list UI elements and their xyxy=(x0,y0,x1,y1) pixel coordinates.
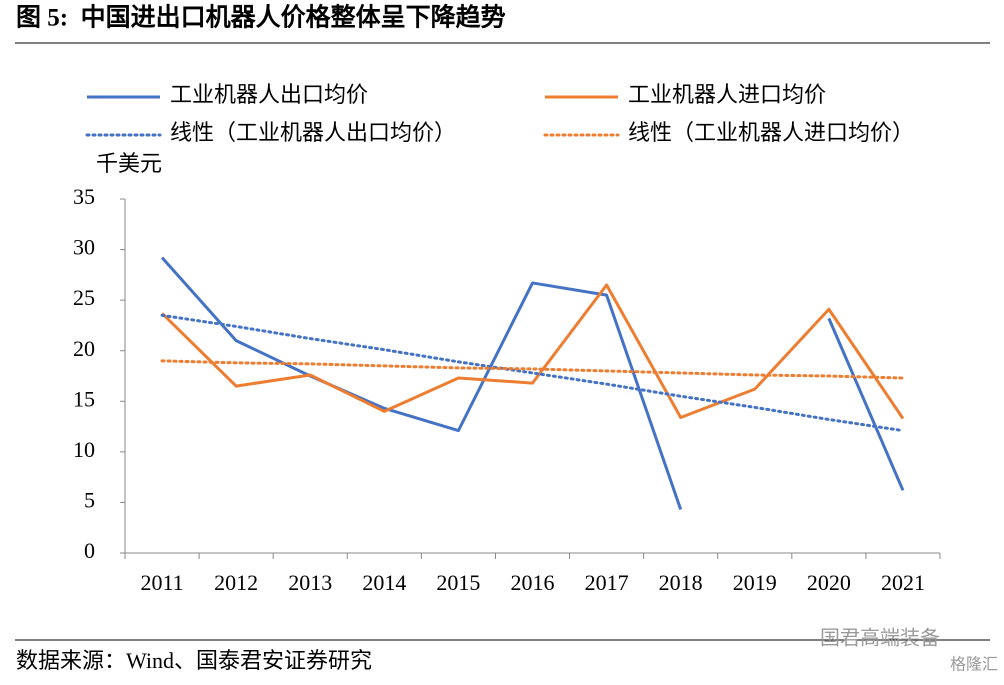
y-tick-label: 15 xyxy=(73,386,95,411)
line-series xyxy=(160,256,905,510)
x-tick-label: 2018 xyxy=(659,570,703,595)
legend-label: 工业机器人出口均价 xyxy=(170,82,368,107)
y-tick-label: 35 xyxy=(73,184,95,209)
y-axis-label: 千美元 xyxy=(96,151,162,176)
y-tick-label: 0 xyxy=(84,538,95,563)
y-tick-label: 5 xyxy=(84,487,95,512)
y-tick-label: 10 xyxy=(73,437,95,462)
y-tick-label: 20 xyxy=(73,336,95,361)
legend-label: 线性（工业机器人进口均价） xyxy=(628,120,914,145)
y-tick-label: 25 xyxy=(73,285,95,310)
x-tick-label: 2012 xyxy=(214,570,258,595)
x-tick-label: 2011 xyxy=(140,570,183,595)
line-series xyxy=(160,359,905,380)
x-tick-label: 2017 xyxy=(585,570,629,595)
legend-label: 线性（工业机器人出口均价） xyxy=(170,120,456,145)
legend-label: 工业机器人进口均价 xyxy=(628,82,826,107)
watermark: 格隆汇 xyxy=(950,656,998,674)
x-tick-label: 2016 xyxy=(511,570,555,595)
source: 数据来源：Wind、国泰君安证券研究 xyxy=(16,648,372,673)
x-tick-label: 2014 xyxy=(362,570,406,595)
chart-title: 图 5: 中国进出口机器人价格整体呈下降趋势 xyxy=(16,3,506,32)
x-tick-label: 2015 xyxy=(436,570,480,595)
x-tick-label: 2013 xyxy=(288,570,332,595)
y-tick-label: 30 xyxy=(73,235,95,260)
x-tick-label: 2020 xyxy=(807,570,851,595)
line-series xyxy=(160,283,905,420)
watermark: 国君高端装备 xyxy=(820,627,940,650)
line-series xyxy=(160,313,905,433)
x-tick-label: 2021 xyxy=(881,570,925,595)
x-tick-label: 2019 xyxy=(733,570,777,595)
